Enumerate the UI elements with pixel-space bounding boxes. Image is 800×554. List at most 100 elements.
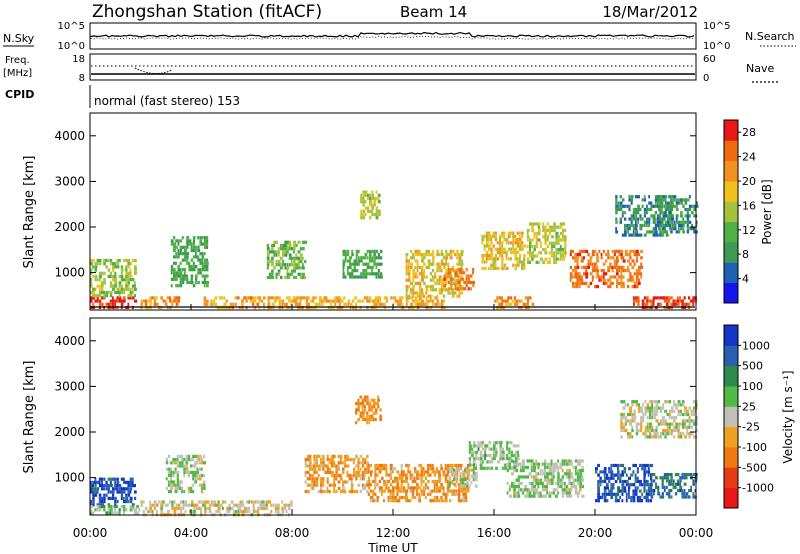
data-cell bbox=[170, 486, 173, 490]
data-cell bbox=[664, 211, 667, 215]
data-cell bbox=[495, 450, 498, 454]
data-cell bbox=[228, 510, 231, 514]
data-cell bbox=[169, 299, 172, 303]
x-tick-label: 16:00 bbox=[477, 526, 512, 540]
data-cell bbox=[618, 249, 621, 253]
data-cell bbox=[360, 196, 363, 201]
data-cell bbox=[167, 474, 171, 478]
data-cell bbox=[237, 503, 240, 507]
data-cell bbox=[169, 296, 172, 300]
data-cell bbox=[679, 489, 682, 493]
data-cell bbox=[595, 470, 598, 474]
data-cell bbox=[380, 467, 384, 471]
data-cell bbox=[462, 492, 465, 496]
data-cell bbox=[309, 477, 311, 481]
data-cell bbox=[420, 479, 423, 484]
data-cell bbox=[497, 460, 500, 464]
data-cell bbox=[385, 299, 388, 303]
data-cell bbox=[282, 247, 285, 251]
data-cell bbox=[494, 234, 497, 238]
data-cell bbox=[505, 302, 507, 306]
data-cell bbox=[427, 294, 431, 298]
data-cell bbox=[125, 265, 128, 269]
data-cell bbox=[116, 511, 119, 515]
data-cell bbox=[455, 471, 458, 475]
nsearch-label: N.Search bbox=[745, 30, 795, 43]
data-cell bbox=[149, 296, 152, 300]
data-cell bbox=[379, 296, 382, 300]
data-cell bbox=[599, 495, 603, 500]
data-cell bbox=[243, 506, 247, 510]
data-cell bbox=[628, 486, 631, 490]
data-cell bbox=[198, 454, 202, 458]
data-cell bbox=[181, 486, 184, 490]
data-cell bbox=[531, 257, 534, 261]
data-cell bbox=[529, 244, 532, 248]
data-cell bbox=[633, 253, 637, 257]
data-cell bbox=[513, 494, 516, 498]
data-cell bbox=[175, 239, 178, 243]
data-cell bbox=[521, 263, 524, 267]
data-cell bbox=[183, 458, 186, 462]
data-cell bbox=[633, 249, 637, 253]
data-cell bbox=[684, 406, 687, 410]
data-cell bbox=[541, 485, 544, 489]
data-cell bbox=[96, 278, 99, 282]
data-cell bbox=[405, 476, 409, 480]
data-cell bbox=[657, 492, 661, 496]
data-cell bbox=[606, 499, 609, 503]
data-cell bbox=[646, 406, 649, 410]
data-cell bbox=[511, 472, 514, 476]
data-cell bbox=[413, 495, 417, 500]
data-cell bbox=[496, 266, 500, 270]
data-cell bbox=[505, 250, 509, 254]
data-cell bbox=[416, 302, 420, 306]
data-cell bbox=[196, 477, 200, 481]
data-cell bbox=[109, 262, 112, 266]
data-cell bbox=[186, 239, 189, 243]
data-cell bbox=[531, 254, 534, 258]
data-cell bbox=[650, 476, 653, 480]
data-cell bbox=[679, 296, 681, 300]
data-cell bbox=[197, 258, 200, 262]
data-cell bbox=[432, 259, 435, 263]
data-cell bbox=[368, 265, 372, 269]
data-cell bbox=[90, 284, 93, 288]
data-cell bbox=[326, 486, 329, 490]
data-cell bbox=[188, 261, 191, 265]
data-cell bbox=[572, 256, 575, 260]
data-cell bbox=[516, 263, 520, 267]
data-cell bbox=[153, 506, 156, 510]
data-cell bbox=[641, 217, 644, 221]
data-cell bbox=[460, 269, 464, 273]
colorbar-tick-label: -25 bbox=[742, 421, 760, 434]
data-cell bbox=[529, 222, 532, 226]
data-cell bbox=[634, 492, 638, 496]
data-cell bbox=[391, 492, 395, 496]
data-cell bbox=[179, 261, 182, 265]
data-cell bbox=[321, 299, 324, 303]
data-cell bbox=[457, 483, 461, 487]
data-cell bbox=[412, 299, 415, 303]
data-cell bbox=[109, 477, 112, 481]
data-cell bbox=[192, 483, 194, 487]
data-cell bbox=[635, 207, 638, 212]
data-cell bbox=[179, 268, 182, 272]
data-cell bbox=[673, 435, 676, 439]
data-cell bbox=[541, 462, 544, 466]
data-cell bbox=[643, 483, 646, 487]
data-cell bbox=[313, 480, 316, 484]
data-cell bbox=[530, 494, 533, 498]
data-cell bbox=[531, 238, 534, 242]
data-cell bbox=[177, 296, 181, 300]
data-cell bbox=[602, 269, 605, 273]
data-cell bbox=[423, 269, 426, 273]
data-cell bbox=[591, 249, 595, 253]
data-cell bbox=[129, 496, 133, 500]
data-cell bbox=[401, 302, 404, 306]
data-cell bbox=[659, 419, 663, 423]
data-cell bbox=[679, 482, 682, 486]
data-cell bbox=[436, 294, 439, 298]
data-cell bbox=[114, 290, 117, 295]
data-cell bbox=[228, 506, 232, 510]
